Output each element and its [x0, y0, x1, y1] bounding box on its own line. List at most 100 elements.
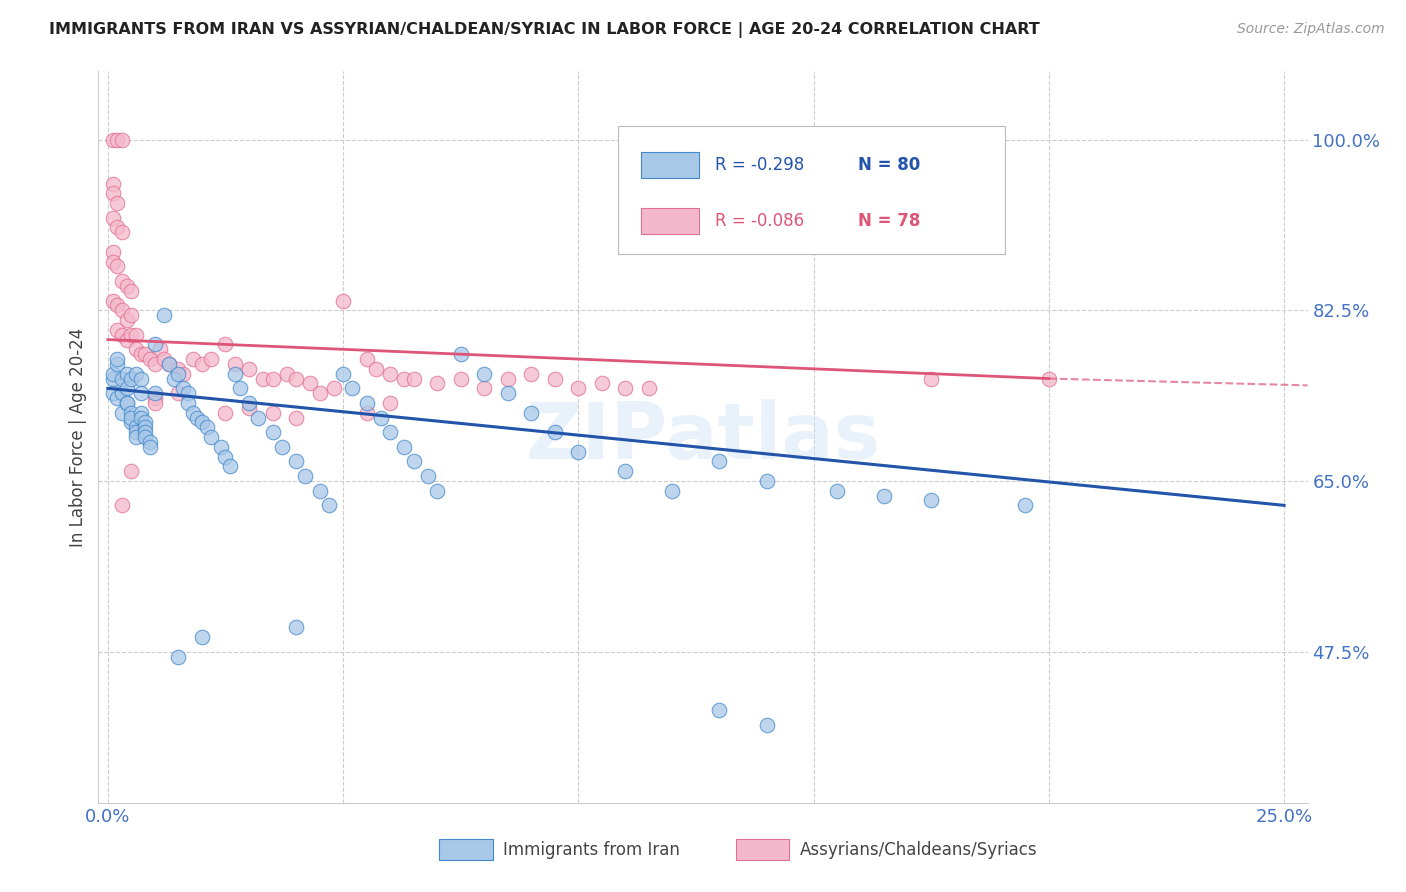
- Point: [111, 386, 134, 401]
- Text: N = 78: N = 78: [858, 212, 920, 230]
- Text: N = 80: N = 80: [858, 156, 920, 174]
- Point: [153, 352, 176, 367]
- FancyBboxPatch shape: [641, 208, 699, 235]
- Point: [111, 133, 134, 147]
- Point: [416, 469, 439, 483]
- Point: [181, 352, 204, 367]
- Point: [111, 225, 134, 239]
- Point: [172, 381, 194, 395]
- Point: [294, 469, 316, 483]
- Point: [356, 396, 378, 410]
- Point: [101, 244, 124, 259]
- Point: [101, 177, 124, 191]
- Point: [285, 410, 308, 425]
- Point: [101, 254, 124, 268]
- Point: [1038, 371, 1060, 385]
- Point: [163, 371, 186, 385]
- FancyBboxPatch shape: [735, 839, 789, 860]
- Point: [143, 337, 166, 351]
- Point: [544, 371, 567, 385]
- Point: [238, 401, 260, 415]
- Point: [370, 410, 392, 425]
- Point: [120, 464, 142, 478]
- Point: [105, 260, 128, 274]
- Point: [200, 430, 222, 444]
- Point: [115, 367, 138, 381]
- Point: [214, 337, 236, 351]
- Point: [139, 434, 162, 449]
- Point: [115, 396, 138, 410]
- Point: [873, 489, 896, 503]
- Point: [105, 220, 128, 235]
- Point: [394, 440, 416, 454]
- Point: [285, 454, 308, 468]
- Point: [200, 352, 222, 367]
- Point: [115, 279, 138, 293]
- Point: [105, 352, 128, 367]
- Point: [520, 406, 543, 420]
- Point: [224, 357, 246, 371]
- Point: [238, 396, 260, 410]
- Point: [167, 386, 190, 401]
- Point: [709, 703, 731, 717]
- Point: [115, 396, 138, 410]
- Point: [496, 371, 519, 385]
- Point: [149, 343, 172, 357]
- Point: [186, 410, 208, 425]
- Point: [614, 464, 637, 478]
- Text: R = -0.086: R = -0.086: [716, 212, 804, 230]
- FancyBboxPatch shape: [619, 126, 1005, 254]
- Point: [614, 381, 637, 395]
- Point: [153, 308, 176, 322]
- Point: [101, 186, 124, 201]
- Point: [167, 649, 190, 664]
- Point: [125, 343, 148, 357]
- Point: [638, 381, 661, 395]
- Point: [402, 454, 425, 468]
- Point: [247, 410, 270, 425]
- Point: [120, 410, 142, 425]
- Point: [120, 284, 142, 298]
- Point: [426, 483, 449, 498]
- Point: [520, 367, 543, 381]
- Point: [920, 371, 942, 385]
- Point: [177, 396, 200, 410]
- Point: [157, 357, 180, 371]
- Point: [825, 483, 848, 498]
- Point: [134, 430, 156, 444]
- Point: [849, 225, 872, 239]
- Point: [332, 367, 354, 381]
- Point: [318, 499, 340, 513]
- Point: [143, 391, 166, 405]
- Point: [426, 376, 449, 391]
- Point: [544, 425, 567, 440]
- Text: Immigrants from Iran: Immigrants from Iran: [503, 840, 681, 859]
- Point: [299, 376, 322, 391]
- Point: [285, 371, 308, 385]
- FancyBboxPatch shape: [641, 152, 699, 178]
- Point: [129, 410, 152, 425]
- Point: [167, 361, 190, 376]
- Point: [125, 425, 148, 440]
- Point: [120, 406, 142, 420]
- Point: [143, 386, 166, 401]
- Point: [224, 367, 246, 381]
- Point: [191, 630, 214, 644]
- Point: [181, 406, 204, 420]
- Point: [125, 430, 148, 444]
- Point: [755, 474, 778, 488]
- Point: [271, 440, 294, 454]
- Point: [709, 454, 731, 468]
- Point: [177, 386, 200, 401]
- Point: [1014, 499, 1036, 513]
- Point: [115, 381, 138, 395]
- Point: [472, 367, 495, 381]
- Point: [125, 420, 148, 434]
- Point: [450, 347, 472, 361]
- Point: [167, 367, 190, 381]
- Point: [120, 327, 142, 342]
- Point: [111, 499, 134, 513]
- Point: [101, 371, 124, 385]
- Text: ZIPatlas: ZIPatlas: [526, 399, 880, 475]
- Point: [219, 459, 242, 474]
